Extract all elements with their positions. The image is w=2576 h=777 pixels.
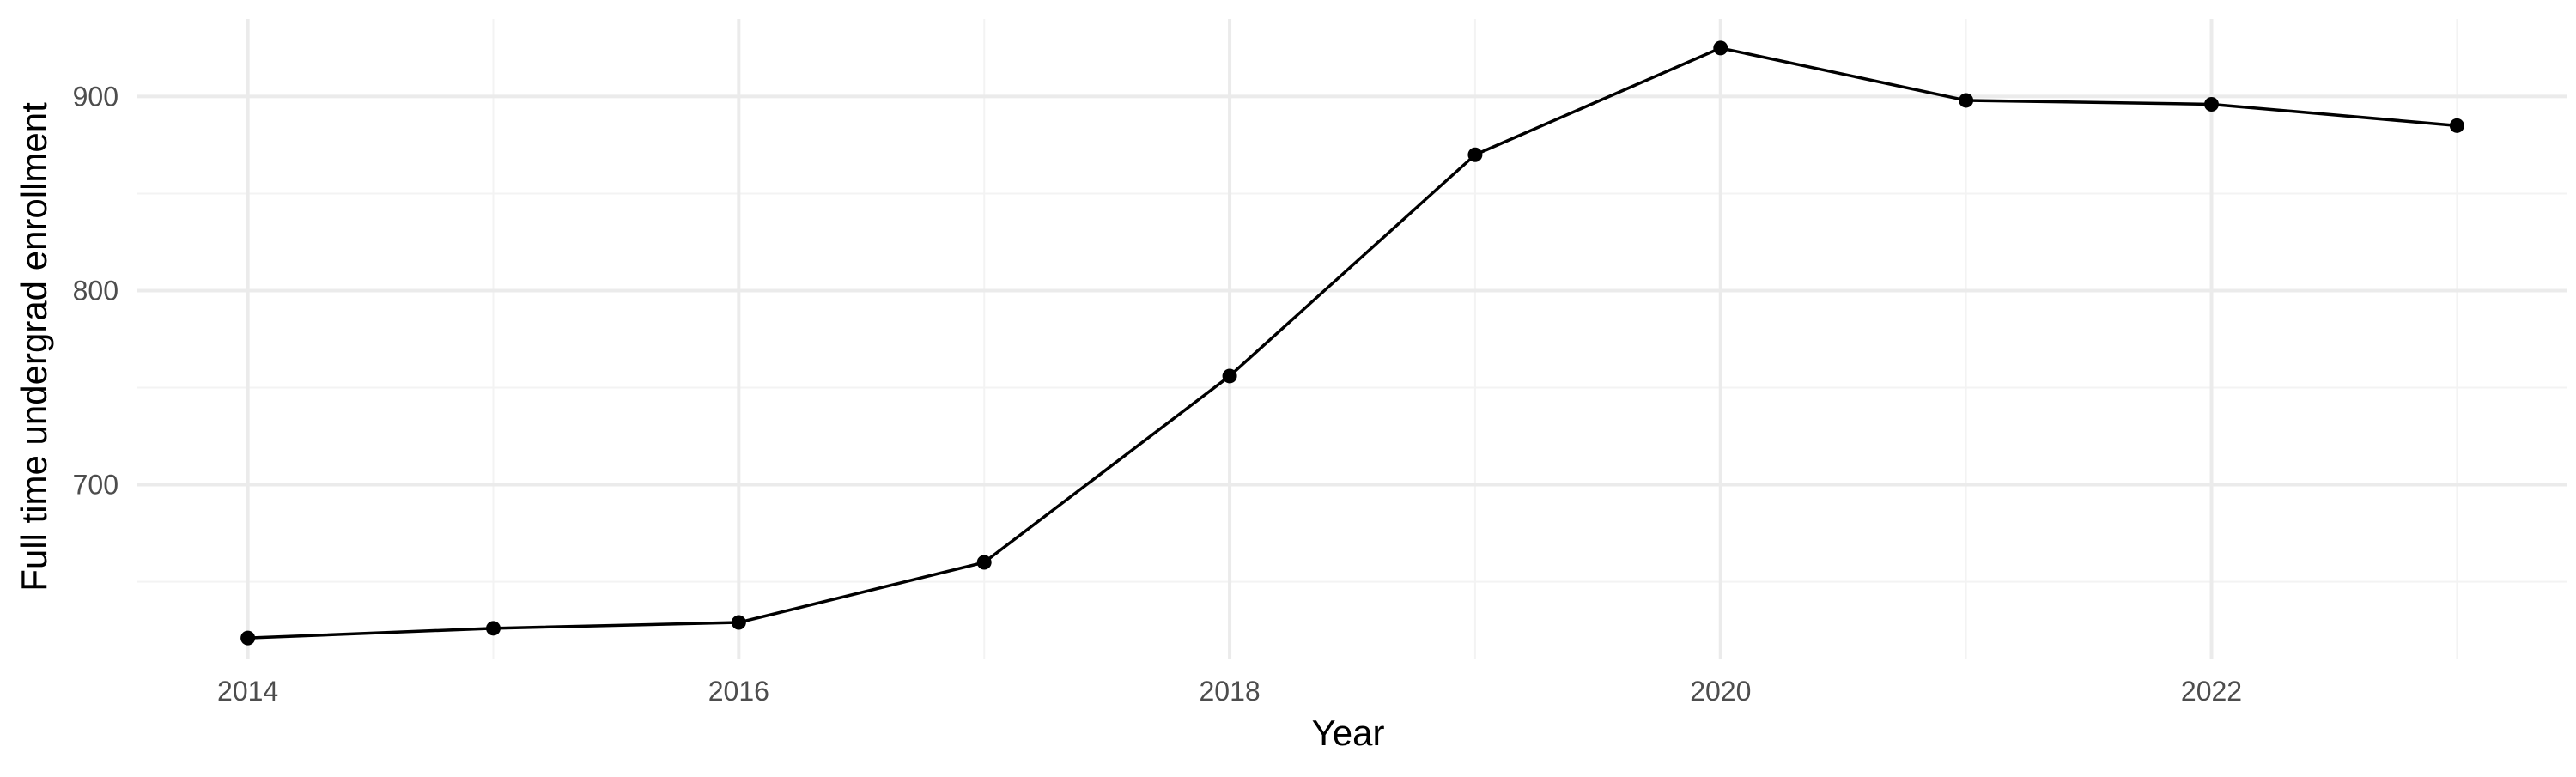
x-tick-label: 2016: [708, 676, 769, 707]
data-point: [240, 630, 256, 646]
x-tick-label: 2014: [217, 676, 278, 707]
x-tick-label: 2020: [1690, 676, 1751, 707]
y-tick-label: 800: [73, 275, 118, 306]
data-point: [1959, 93, 1974, 108]
x-axis-title: Year: [1312, 713, 1385, 753]
x-tick-label: 2022: [2181, 676, 2242, 707]
tick-labels-layer: 2014 2016 2018 2020 2022 700 800 900: [73, 81, 2242, 707]
data-point: [2449, 118, 2464, 133]
data-point: [2204, 96, 2220, 112]
x-tick-label: 2018: [1199, 676, 1260, 707]
data-point: [976, 555, 992, 570]
y-tick-label: 900: [73, 81, 118, 112]
data-point: [1713, 40, 1728, 56]
y-axis-title: Full time undergrad enrollment: [14, 102, 54, 592]
data-point: [485, 621, 501, 636]
data-point: [1222, 368, 1237, 384]
data-point: [731, 615, 746, 630]
series-line: [247, 46, 2458, 640]
grid-layer: [137, 19, 2567, 659]
y-tick-label: 700: [73, 470, 118, 501]
data-point: [1467, 147, 1483, 162]
series-layer: [240, 40, 2464, 646]
